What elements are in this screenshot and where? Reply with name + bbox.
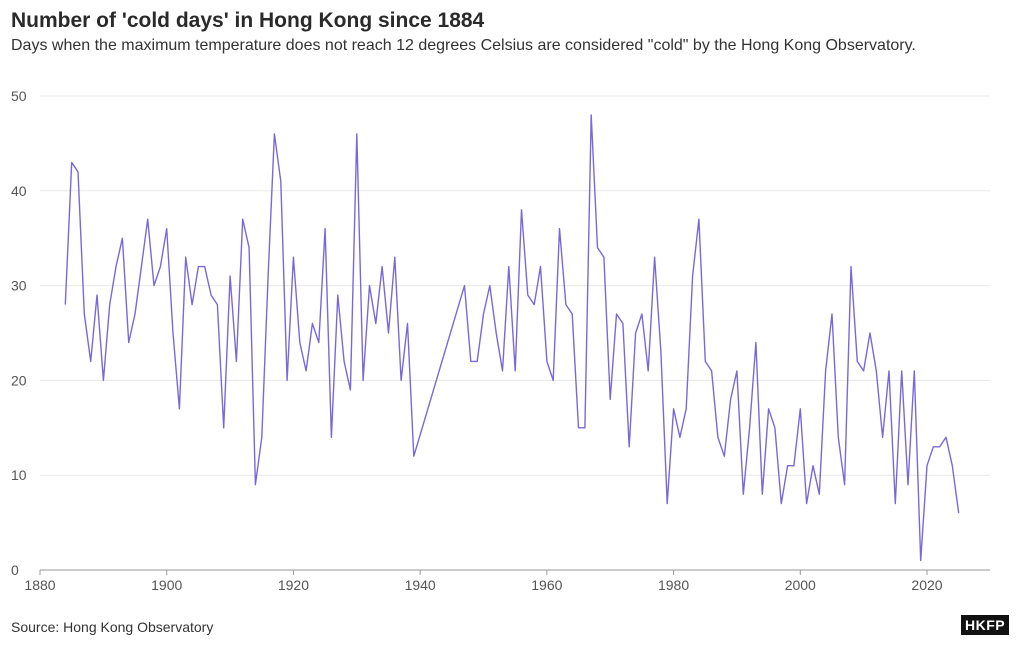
hkfp-logo: HKFP: [961, 615, 1010, 635]
y-tick-label: 40: [11, 183, 27, 199]
chart-title: Number of 'cold days' in Hong Kong since…: [11, 9, 485, 32]
y-tick-label: 10: [11, 467, 27, 483]
x-tick-label: 2000: [785, 577, 816, 593]
x-tick-label: 2020: [911, 577, 942, 593]
x-tick-label: 1940: [405, 577, 436, 593]
y-tick-label: 20: [11, 372, 27, 388]
y-tick-label: 0: [11, 562, 19, 578]
x-tick-label: 1980: [658, 577, 689, 593]
cold-days-line: [64, 114, 960, 562]
x-tick-label: 1960: [531, 577, 562, 593]
x-tick-label: 1920: [278, 577, 309, 593]
x-tick-label: 1900: [151, 577, 182, 593]
source-note: Source: Hong Kong Observatory: [11, 619, 214, 635]
chart-subtitle: Days when the maximum temperature does n…: [11, 37, 916, 54]
y-tick-label: 50: [11, 88, 27, 104]
y-tick-label: 30: [11, 278, 27, 294]
x-tick-label: 1880: [24, 577, 55, 593]
